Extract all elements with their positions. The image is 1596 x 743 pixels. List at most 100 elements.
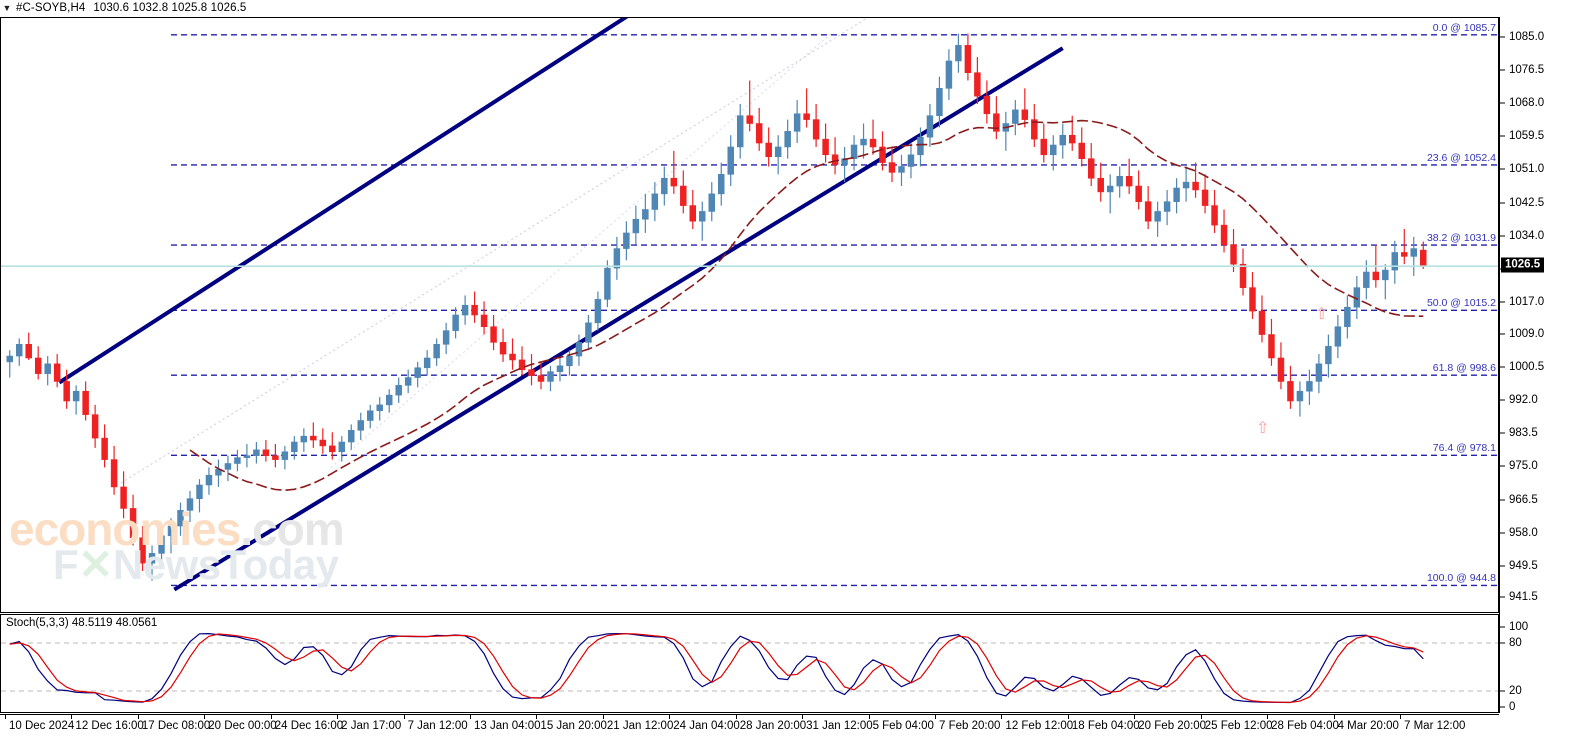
channel-helper-line xyxy=(330,33,832,468)
candle-body xyxy=(518,359,526,371)
stochastic-tick-label: 0 xyxy=(1509,701,1516,713)
price-tick-label: 1076.5 xyxy=(1509,63,1545,76)
candle-body xyxy=(670,177,678,187)
time-scale-axis[interactable]: 10 Dec 2024 12 Dec 16:00 17 Dec 08:00 20 De… xyxy=(0,714,1596,743)
candle-body xyxy=(1268,334,1275,359)
price-tick-mark xyxy=(1500,333,1505,335)
time-tick-label: 5 Feb 04:00 xyxy=(872,720,934,732)
candle-body xyxy=(936,88,943,116)
fibonacci-level-label: 50.0 @ 1015.2 xyxy=(1426,297,1496,310)
candle-body xyxy=(25,344,32,359)
candle-body xyxy=(1144,201,1152,222)
candle-body xyxy=(793,113,801,132)
price-tick-mark xyxy=(1500,168,1505,170)
time-tick-label: 17 Dec 08:00 xyxy=(141,720,211,732)
candle-body xyxy=(234,457,241,464)
stochastic-d-line xyxy=(9,633,1424,704)
candle-body xyxy=(423,357,431,369)
chart-header: ▼ #C-SOYB,H4 1030.6 1032.8 1025.8 1026.5 xyxy=(0,0,1596,16)
time-tick-label: 7 Jan 12:00 xyxy=(407,720,468,732)
candle-body xyxy=(63,381,70,402)
price-plot xyxy=(1,18,1498,592)
time-tick-label: 4 Mar 20:00 xyxy=(1337,720,1399,732)
time-tick-label: 28 Feb 04:00 xyxy=(1271,720,1339,732)
time-tick-label: 20 Dec 00:00 xyxy=(208,720,277,732)
candle-body xyxy=(281,451,289,460)
price-tick-label: 975.0 xyxy=(1509,460,1538,473)
moving-average-line xyxy=(189,119,1424,492)
candle-body xyxy=(1296,390,1304,402)
candle-body xyxy=(272,455,279,460)
candle-body xyxy=(993,113,1000,132)
price-tick-label: 949.5 xyxy=(1509,560,1538,573)
candle-body xyxy=(499,342,507,355)
time-axis-line xyxy=(0,714,1499,715)
candle-body xyxy=(1050,144,1057,156)
candle-body xyxy=(1230,244,1237,265)
stochastic-indicator-pane[interactable]: Stoch(5,3,3) 48.5119 48.0561 xyxy=(0,614,1499,713)
candle-body xyxy=(974,72,981,97)
candle-body xyxy=(6,355,13,363)
price-scale-axis[interactable]: 1085.0 1076.5 1068.0 1059.5 1051.0 1042.5 1034… xyxy=(1499,17,1596,713)
candle-body xyxy=(613,248,621,269)
time-tick-mark xyxy=(71,714,73,719)
candle-body xyxy=(1163,201,1171,212)
candle-body xyxy=(822,138,829,156)
candle-body xyxy=(72,390,80,402)
price-tick-label: 941.5 xyxy=(1509,591,1538,604)
fibonacci-level-label: 0.0 @ 1085.7 xyxy=(1432,21,1496,34)
time-tick-label: 7 Mar 12:00 xyxy=(1404,720,1466,732)
time-tick-mark xyxy=(270,714,272,719)
candle-body xyxy=(1116,175,1123,187)
candle-body xyxy=(547,371,554,382)
candle-body xyxy=(490,326,497,343)
time-tick-mark xyxy=(204,714,206,719)
price-tick-mark xyxy=(1500,102,1505,104)
candle-body xyxy=(964,45,972,74)
candle-body xyxy=(310,435,317,441)
trend-channel-line xyxy=(173,46,1064,592)
candle-body xyxy=(158,535,165,554)
price-chart-pane[interactable]: economies.com F✕NewsToday 0.0 @ 1085.7 23… xyxy=(0,17,1499,613)
candle-body xyxy=(528,369,535,376)
price-tick-label: 1009.0 xyxy=(1509,327,1545,340)
price-tick-mark xyxy=(1500,69,1505,71)
candle-body xyxy=(101,437,108,460)
time-tick-label: 28 Jan 20:00 xyxy=(739,720,807,732)
candle-body xyxy=(642,209,649,220)
candle-body xyxy=(1182,181,1190,189)
candle-body xyxy=(1334,326,1342,347)
price-tick-label: 1059.5 xyxy=(1509,130,1545,143)
candle-body xyxy=(1097,177,1104,193)
candle-body xyxy=(366,410,374,421)
candle-body xyxy=(300,435,308,443)
candle-body xyxy=(442,330,450,345)
price-tick-label: 1042.5 xyxy=(1509,196,1545,209)
candle-body xyxy=(110,459,118,488)
candle-body xyxy=(433,344,440,359)
candle-body xyxy=(1031,119,1038,140)
chevron-down-icon[interactable]: ▼ xyxy=(2,3,12,13)
candle-body xyxy=(253,449,260,456)
candle-body xyxy=(34,357,42,374)
candle-body xyxy=(1201,189,1209,206)
candle-body xyxy=(461,304,469,316)
candle-body xyxy=(148,553,156,564)
trend-channel-line xyxy=(58,18,629,385)
price-tick-label: 1034.0 xyxy=(1509,229,1545,242)
stochastic-tick-label: 100 xyxy=(1509,621,1529,633)
candle-body xyxy=(1069,134,1076,144)
fibonacci-level-label: 61.8 @ 998.6 xyxy=(1432,362,1496,375)
price-tick-label: 1051.0 xyxy=(1509,163,1545,176)
candle-body xyxy=(471,304,478,316)
candle-body xyxy=(803,113,810,120)
candle-body xyxy=(1173,187,1180,202)
time-tick-mark xyxy=(536,714,538,719)
candle-body xyxy=(348,429,355,443)
time-tick-label: 10 Dec 2024 xyxy=(9,720,75,732)
price-tick-mark xyxy=(1500,565,1505,567)
time-tick-label: 13 Jan 04:00 xyxy=(474,720,541,732)
time-tick-label: 15 Jan 20:00 xyxy=(540,720,607,732)
time-tick-label: 2 Jan 17:00 xyxy=(341,720,402,732)
